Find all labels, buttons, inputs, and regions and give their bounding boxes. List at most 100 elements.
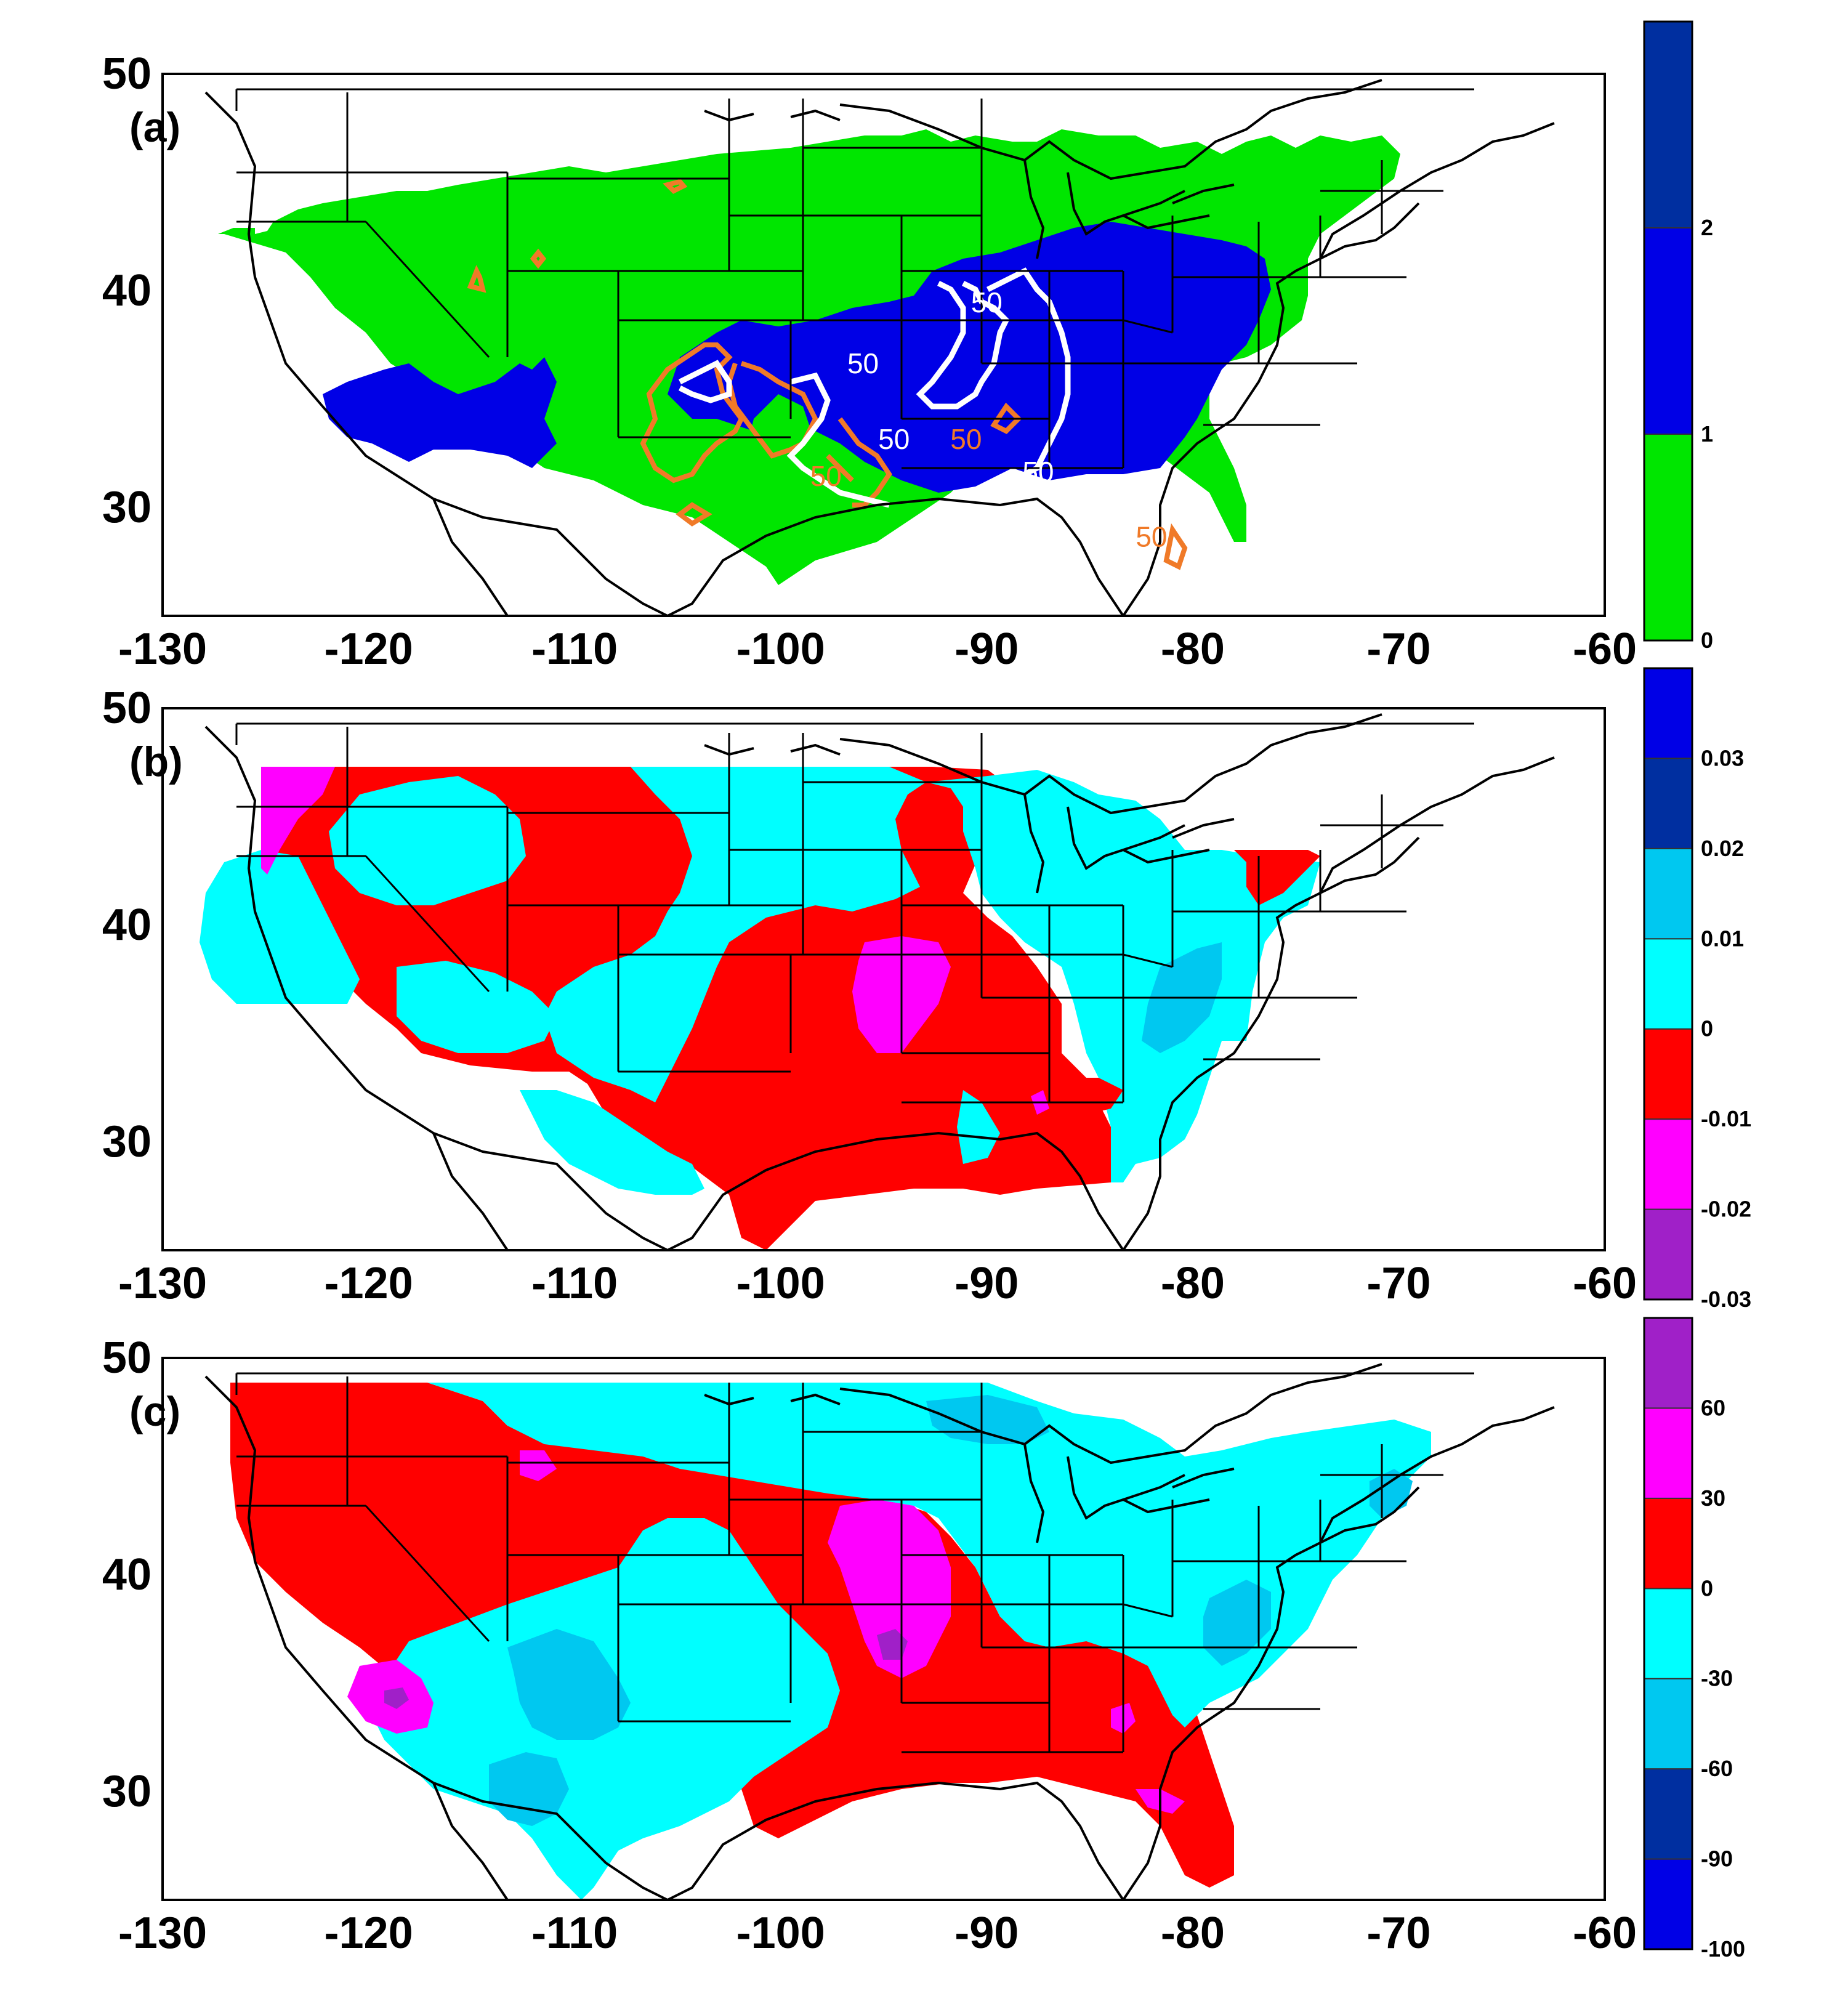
colorbar-label: 1 xyxy=(1701,421,1713,446)
contour-label: 50 xyxy=(810,460,842,492)
cyan-blob-b-3 xyxy=(397,961,557,1053)
colorbar-label: -30 xyxy=(1701,1666,1733,1691)
x-tick-label: -70 xyxy=(1366,624,1430,674)
cyan-blob-b-4 xyxy=(957,1090,1000,1164)
cyan-region-b-south xyxy=(1111,1028,1222,1182)
white-contours-a xyxy=(678,267,1071,508)
colorbar-label: -0.03 xyxy=(1701,1287,1751,1312)
x-tick-label: -60 xyxy=(1573,624,1637,674)
colorbar-segment xyxy=(1644,1028,1693,1120)
x-tick-label: -100 xyxy=(736,1259,825,1308)
colorbar-segment xyxy=(1644,1208,1693,1300)
colorbar-label: -90 xyxy=(1701,1846,1733,1872)
colorbar-label: 0 xyxy=(1701,1575,1713,1601)
colorbar-segment xyxy=(1644,938,1693,1030)
colorbar-segment xyxy=(1644,1317,1693,1409)
colorbar-segment xyxy=(1644,1588,1693,1679)
x-tick-label: -110 xyxy=(531,1259,618,1308)
blue-region-c-1 xyxy=(507,1629,631,1740)
x-tick-label: -130 xyxy=(118,624,207,674)
x-tick-label: -120 xyxy=(325,624,413,674)
colorbar-segment xyxy=(1644,1768,1693,1860)
colorbar-label: 30 xyxy=(1701,1485,1725,1511)
blue-region-c-4 xyxy=(1203,1580,1271,1666)
cyan-region-b-texas xyxy=(520,1090,704,1195)
x-tick-label: -80 xyxy=(1161,1259,1225,1308)
panel-label-a: (a) xyxy=(129,104,180,151)
x-tick-label: -90 xyxy=(954,1259,1019,1308)
colorbar-label: 0 xyxy=(1701,1016,1713,1041)
x-tick-label: -110 xyxy=(531,624,618,674)
colorbar-frame xyxy=(1643,1317,1693,1950)
colorbar-label: -60 xyxy=(1701,1756,1733,1781)
x-tick-label: -130 xyxy=(118,1259,207,1308)
x-tick-label: -120 xyxy=(325,1909,413,1958)
colorbar-label: 0.01 xyxy=(1701,926,1744,951)
colorbar-segment xyxy=(1644,1118,1693,1210)
colorbar-label: -100 xyxy=(1701,1936,1745,1962)
colorbar-label: 0 xyxy=(1701,628,1713,653)
colorbar-segment xyxy=(1644,1497,1693,1590)
contour-label: 50 xyxy=(847,347,879,379)
y-tick-label: 50 xyxy=(102,1333,151,1383)
colorbar-label: -0.02 xyxy=(1701,1197,1751,1222)
x-tick-label: -70 xyxy=(1366,1909,1430,1958)
panel-b: (b) xyxy=(129,707,1606,1251)
colorbar-label: -0.01 xyxy=(1701,1106,1751,1131)
panel-a: (a) 50 50 50 50 50 50 50 xyxy=(129,73,1606,617)
colorbar-segment xyxy=(1644,1858,1693,1950)
red-region-b-west xyxy=(1062,1078,1123,1115)
cyan-region-c xyxy=(427,1383,1431,1727)
panel-label-c: (c) xyxy=(129,1388,180,1435)
colorbar-segment xyxy=(1644,1678,1693,1770)
colorbar-segment xyxy=(1644,668,1693,759)
colorbar-frame xyxy=(1643,667,1693,1301)
magenta-region-b-1 xyxy=(261,767,335,875)
y-tick-label: 40 xyxy=(102,900,151,950)
y-tick-label: 40 xyxy=(102,266,151,315)
y-tick-label: 30 xyxy=(102,483,151,532)
contour-label: 50 xyxy=(950,423,982,455)
contour-label: 50 xyxy=(971,286,1003,318)
panel-label-b: (b) xyxy=(129,738,183,785)
x-tick-label: -80 xyxy=(1161,1909,1225,1958)
colorbar-segment xyxy=(1644,227,1693,435)
x-tick-label: -130 xyxy=(118,1909,207,1958)
contour-label: 50 xyxy=(1136,520,1167,552)
x-tick-label: -100 xyxy=(736,624,825,674)
magenta-region-c-3 xyxy=(520,1450,557,1481)
y-tick-label: 30 xyxy=(102,1117,151,1166)
blue-region-a xyxy=(323,357,557,468)
colorbar-segment xyxy=(1644,21,1693,228)
contour-label: 50 xyxy=(878,423,910,455)
purple-region-c-2 xyxy=(384,1687,409,1709)
blue-region-c-2 xyxy=(489,1752,569,1826)
colorbar-segment xyxy=(1644,847,1693,940)
y-tick-label: 50 xyxy=(102,49,151,99)
x-tick-label: -80 xyxy=(1161,624,1225,674)
x-tick-label: -90 xyxy=(954,1909,1019,1958)
colorbar-label: 2 xyxy=(1701,215,1713,240)
colorbar-label: 0.02 xyxy=(1701,836,1744,861)
colorbar-label: 0.03 xyxy=(1701,745,1744,770)
cyan-blob-b-1 xyxy=(329,776,526,905)
colorbar-frame xyxy=(1643,20,1693,642)
red-region-b-ne xyxy=(1234,850,1320,905)
x-tick-label: -90 xyxy=(954,624,1019,674)
purple-region-c-1 xyxy=(877,1629,908,1660)
panel-c: (c) xyxy=(129,1357,1606,1901)
x-tick-label: -70 xyxy=(1366,1259,1430,1308)
x-tick-label: -60 xyxy=(1573,1909,1637,1958)
colorbar-label: 60 xyxy=(1701,1395,1725,1420)
colorbar-segment xyxy=(1644,434,1693,641)
y-tick-label: 40 xyxy=(102,1550,151,1599)
y-tick-label: 50 xyxy=(102,684,151,733)
y-tick-label: 30 xyxy=(102,1767,151,1816)
x-tick-label: -110 xyxy=(531,1909,618,1958)
colorbar-segment xyxy=(1644,1407,1693,1499)
magenta-region-c-1 xyxy=(828,1500,951,1678)
x-tick-label: -120 xyxy=(325,1259,413,1308)
x-tick-label: -100 xyxy=(736,1909,825,1958)
cyan-blob-b-2 xyxy=(200,850,360,1004)
